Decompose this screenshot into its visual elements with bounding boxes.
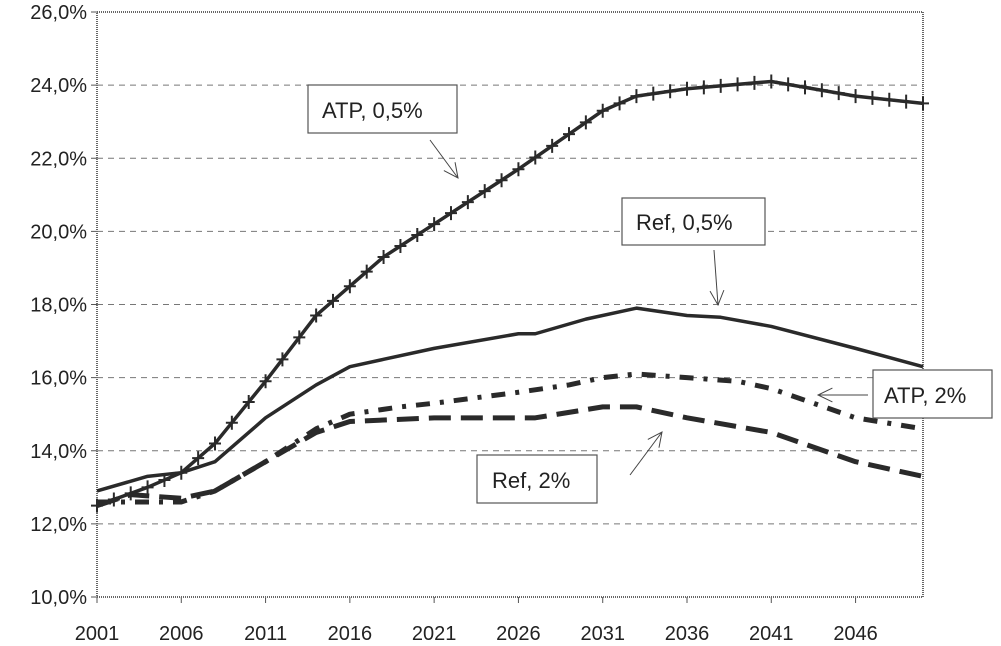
annotation-label: ATP, 2% — [884, 383, 966, 408]
plus-marker — [613, 96, 626, 111]
plus-marker — [596, 103, 609, 118]
plus-marker — [276, 352, 289, 367]
x-tick-label: 2036 — [665, 623, 710, 645]
plus-marker — [394, 239, 407, 253]
plus-marker — [664, 84, 677, 99]
annotation-label: Ref, 2% — [492, 468, 570, 493]
plus-marker — [782, 77, 795, 92]
plus-marker — [563, 127, 575, 142]
y-tick-label: 14,0% — [30, 441, 87, 463]
x-tick-label: 2041 — [749, 623, 794, 645]
plus-marker — [731, 77, 744, 92]
x-tick-label: 2046 — [833, 623, 878, 645]
y-tick-label: 26,0% — [30, 2, 87, 24]
y-tick-label: 18,0% — [30, 295, 87, 317]
x-tick-label: 2006 — [159, 623, 204, 645]
annotation-arrow — [429, 139, 459, 179]
arrow-head-icon — [647, 431, 663, 448]
y-tick-label: 20,0% — [30, 221, 87, 243]
arrow-head-icon — [816, 387, 833, 403]
plus-marker — [714, 78, 727, 93]
plus-marker — [242, 395, 255, 409]
plus-marker — [225, 415, 238, 430]
annotation-label: Ref, 0,5% — [636, 210, 733, 235]
annotation-label: ATP, 0,5% — [322, 98, 423, 123]
y-tick-label: 12,0% — [30, 514, 87, 536]
plus-marker — [141, 480, 154, 495]
arrow-head-icon — [443, 162, 459, 179]
plus-marker — [377, 249, 390, 264]
plus-marker — [546, 138, 559, 153]
plus-marker — [883, 92, 896, 107]
plus-marker — [209, 436, 221, 451]
y-tick-label: 22,0% — [30, 148, 87, 170]
series-line-1 — [96, 306, 924, 493]
y-tick-label: 10,0% — [30, 587, 87, 609]
x-tick-label: 2001 — [75, 623, 120, 645]
plus-marker — [681, 81, 693, 96]
plus-marker — [529, 150, 542, 165]
arrow-head-icon — [709, 289, 725, 307]
plus-marker — [495, 173, 508, 188]
series-line-0 — [96, 79, 924, 508]
x-tick-label: 2016 — [328, 623, 373, 645]
annotation-box — [476, 454, 598, 504]
plus-marker — [445, 206, 457, 221]
plus-marker — [849, 89, 862, 104]
plus-marker — [866, 90, 879, 105]
plus-marker — [192, 451, 205, 466]
plus-marker — [259, 374, 272, 389]
series-line-3 — [96, 404, 924, 508]
y-tick-label: 16,0% — [30, 368, 87, 390]
plus-marker — [579, 115, 592, 130]
series-line-2 — [97, 371, 924, 505]
plus-marker — [293, 330, 306, 345]
annotation-box — [621, 197, 766, 246]
y-tick-label: 24,0% — [30, 75, 87, 97]
plus-marker — [697, 80, 710, 95]
plus-marker — [917, 96, 929, 111]
x-tick-label: 2011 — [244, 623, 287, 645]
annotation-arrow — [629, 431, 663, 476]
plus-marker — [327, 293, 339, 308]
plus-marker — [815, 83, 828, 98]
plus-marker — [512, 162, 525, 177]
plus-marker — [748, 75, 761, 90]
plus-marker — [765, 74, 778, 89]
x-tick-label: 2021 — [412, 623, 457, 645]
annotation-box — [307, 84, 458, 134]
plus-marker — [630, 89, 643, 104]
plus-marker — [411, 228, 424, 243]
plus-marker — [647, 86, 660, 101]
plus-marker — [428, 217, 441, 232]
x-tick-label: 2031 — [580, 623, 625, 645]
plus-marker — [310, 308, 323, 323]
annotation-arrow — [713, 249, 719, 306]
plus-marker — [343, 279, 356, 294]
plus-marker — [478, 184, 491, 199]
plus-marker — [900, 94, 913, 109]
plus-marker — [360, 264, 373, 279]
annotation-box — [872, 369, 993, 419]
plus-marker — [799, 80, 811, 95]
plus-marker — [461, 195, 474, 210]
x-tick-label: 2026 — [496, 623, 541, 645]
plot-frame — [96, 11, 924, 598]
plus-marker — [832, 86, 845, 101]
